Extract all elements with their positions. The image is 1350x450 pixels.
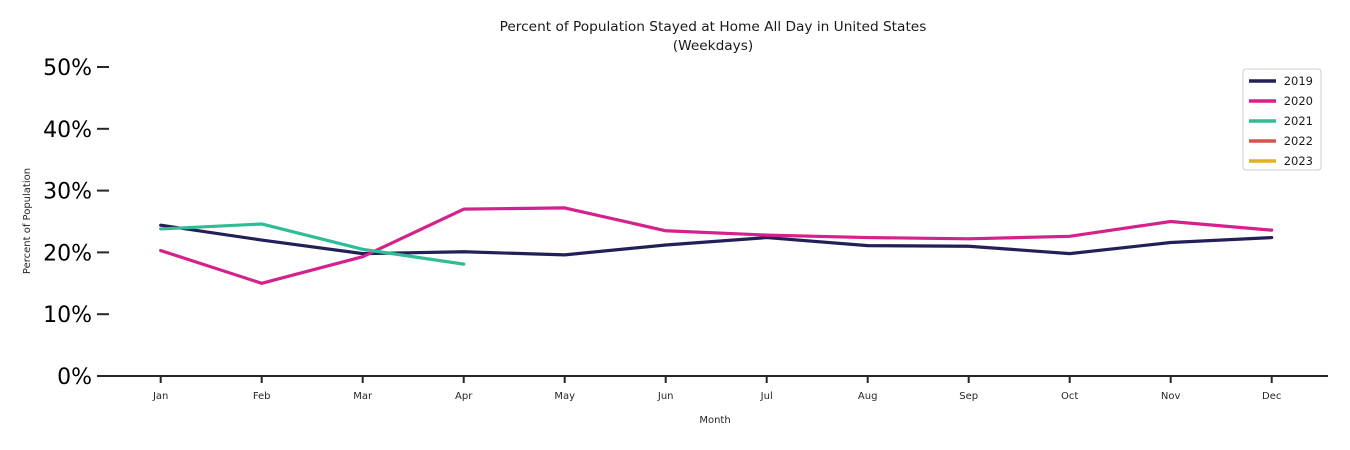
- chart-subtitle: (Weekdays): [673, 38, 754, 54]
- y-tick-label: 0%: [57, 365, 92, 390]
- x-tick-label: Jul: [760, 391, 773, 402]
- legend-label-2021: 2021: [1284, 114, 1313, 128]
- x-tick-label: Sep: [959, 391, 978, 402]
- x-tick-label: Jan: [152, 391, 168, 402]
- y-axis-ticks: 0% 10% 20% 30% 40% 50%: [43, 56, 109, 390]
- legend-entry-2022: 2022: [1249, 134, 1313, 148]
- x-tick-label: Jun: [657, 391, 674, 402]
- legend-label-2019: 2019: [1284, 74, 1313, 88]
- legend-entry-2023: 2023: [1249, 154, 1313, 168]
- legend-entries: 2019 2020 2021 2022 2023: [1249, 74, 1313, 168]
- series-line-2020: [159, 206, 1274, 285]
- x-axis-label: Month: [699, 415, 730, 426]
- x-axis-ticks: Jan Feb Mar Apr May Jun Jul Aug Sep Oct Nov Dec: [152, 376, 1281, 402]
- x-tick-label: Apr: [455, 391, 473, 402]
- data-series-lines: [159, 206, 1274, 285]
- y-tick-label: 20%: [43, 241, 92, 266]
- x-tick-label: Oct: [1061, 391, 1078, 402]
- x-tick-label: Mar: [353, 391, 373, 402]
- series-line-2021: [159, 222, 466, 266]
- legend-label-2020: 2020: [1284, 94, 1313, 108]
- x-tick-label: May: [554, 391, 575, 402]
- legend-box: [1242, 68, 1322, 171]
- legend-label-2022: 2022: [1284, 134, 1313, 148]
- y-tick-label: 50%: [43, 56, 92, 81]
- y-tick-label: 30%: [43, 180, 92, 205]
- legend-entry-2021: 2021: [1249, 114, 1313, 128]
- legend-entry-2019: 2019: [1249, 74, 1313, 88]
- legend-entry-2020: 2020: [1249, 94, 1313, 108]
- legend-label-2023: 2023: [1284, 154, 1313, 168]
- x-tick-label: Feb: [253, 391, 271, 402]
- x-tick-label: Nov: [1161, 391, 1181, 402]
- y-tick-label: 10%: [43, 303, 92, 328]
- x-tick-label: Dec: [1262, 391, 1281, 402]
- chart-title: Percent of Population Stayed at Home All…: [500, 19, 927, 35]
- x-tick-label: Aug: [858, 391, 878, 402]
- y-tick-label: 40%: [43, 118, 92, 143]
- series-line-2019: [159, 223, 1274, 257]
- legend: 2019 2020 2021 2022 2023: [1242, 68, 1322, 171]
- y-axis-label: Percent of Population: [22, 168, 33, 274]
